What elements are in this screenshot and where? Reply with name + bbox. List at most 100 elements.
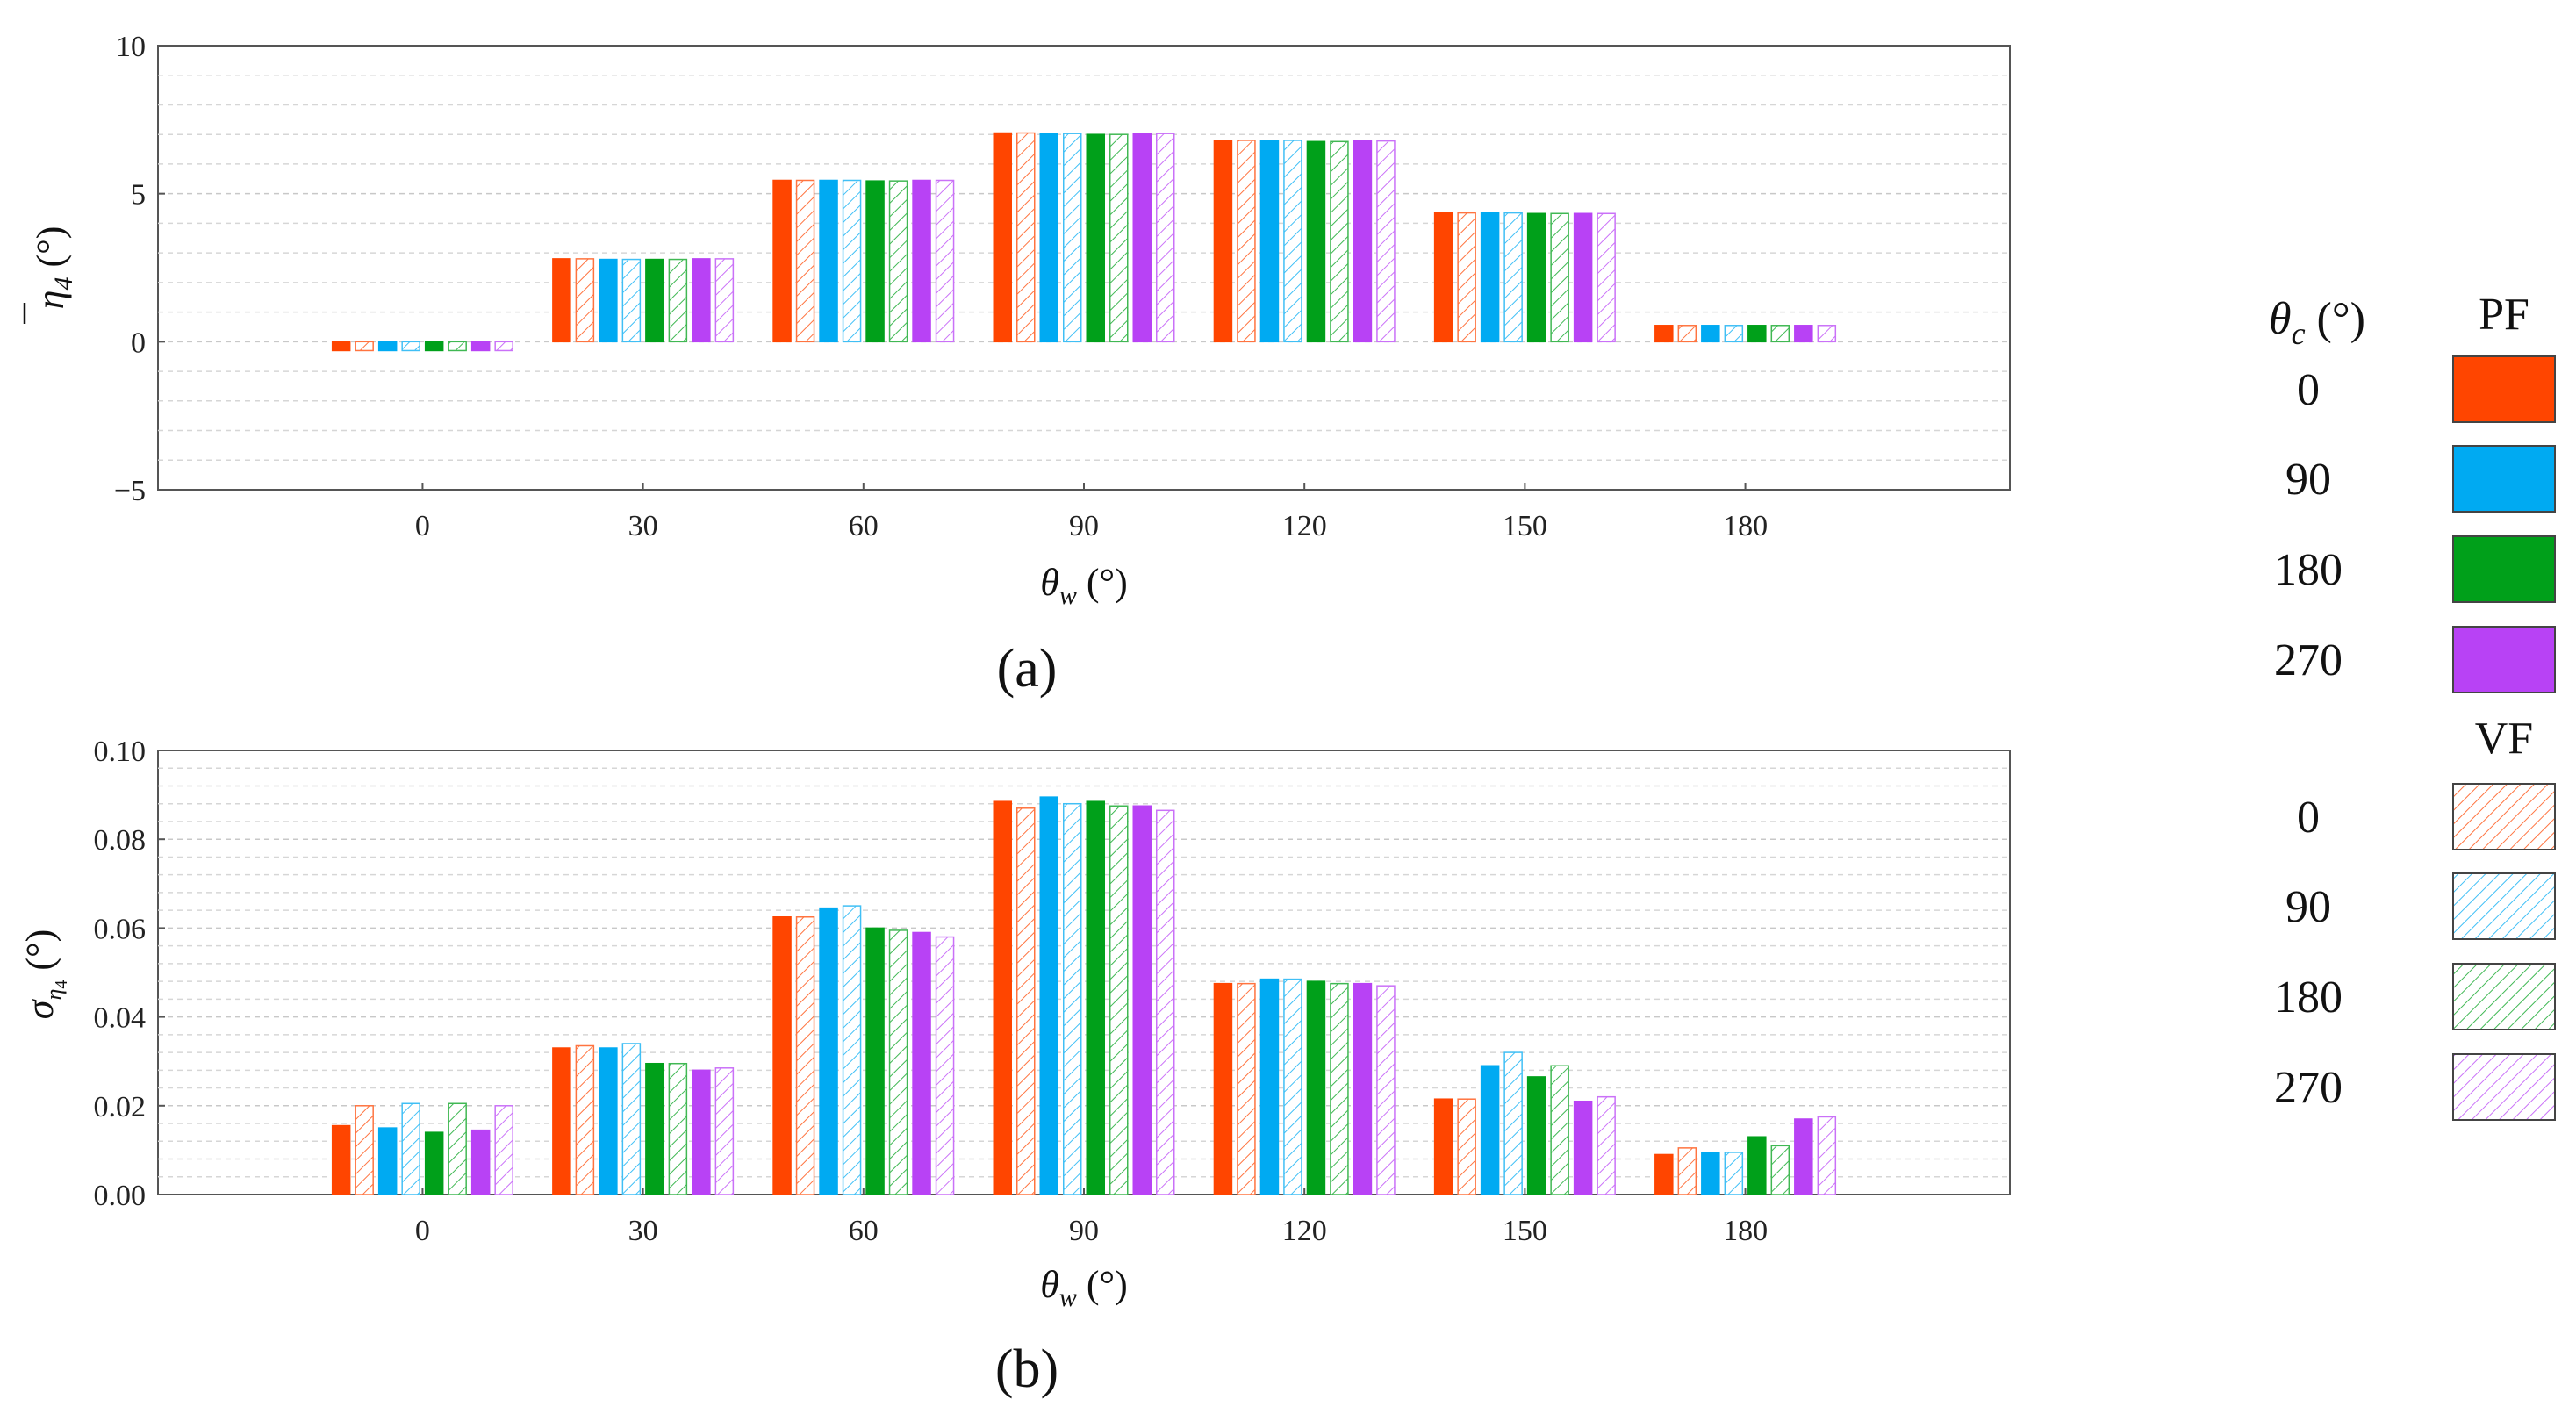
- bar-vf-270-90: [1156, 809, 1175, 1195]
- bar-pf-90-0: [377, 1127, 398, 1195]
- bar-pf-270-180: [1794, 1118, 1813, 1195]
- bar-pf-0-0: [331, 1124, 351, 1195]
- bar-vf-270-120: [1376, 985, 1396, 1195]
- y-tick-label: 0.04: [94, 1002, 147, 1035]
- bar-vf-90-60: [842, 905, 862, 1195]
- bar-vf-270-150: [1597, 212, 1616, 343]
- bar-pf-180-30: [645, 258, 664, 343]
- bar-vf-90-120: [1283, 140, 1302, 343]
- bar-vf-270-0: [494, 341, 513, 352]
- x-tick-label: 60: [849, 1215, 879, 1247]
- legend-pf-swatch-270: [2452, 626, 2556, 693]
- bar-vf-0-180: [1677, 325, 1697, 343]
- chart-a-y-ticks: −5 0 5 10: [114, 31, 165, 507]
- legend: θc (°) PF VF 0 90 180 270 0 90 180 270: [2269, 290, 2556, 1121]
- chart-a-x-ticks: 0 30 60 90 120 150 180: [415, 483, 1768, 542]
- y-tick-label: 0.02: [94, 1091, 147, 1123]
- x-tick-label: 150: [1503, 510, 1547, 542]
- bar-pf-90-30: [599, 1047, 618, 1195]
- bar-vf-270-150: [1597, 1095, 1616, 1195]
- legend-vf-header: VF: [2475, 714, 2533, 764]
- bar-vf-180-90: [1109, 805, 1129, 1195]
- bar-pf-270-180: [1794, 325, 1813, 343]
- bar-pf-180-0: [424, 1131, 444, 1195]
- chart-b: 0.00 0.02 0.04 0.06 0.08 0.10 0 30 60 90 120 150 18…: [18, 736, 2011, 1399]
- bar-pf-90-150: [1480, 1065, 1500, 1195]
- chart-a-plot-frame: [157, 45, 2011, 491]
- x-tick-label: 120: [1282, 1215, 1327, 1247]
- bar-vf-0-0: [355, 341, 374, 352]
- bar-vf-0-150: [1457, 212, 1476, 343]
- bar-pf-180-90: [1086, 800, 1105, 1195]
- bar-vf-90-150: [1503, 1051, 1523, 1195]
- x-tick-label: 180: [1723, 510, 1768, 542]
- chart-a-bars: [331, 132, 1837, 352]
- bar-pf-0-150: [1433, 1098, 1453, 1195]
- legend-vf-label-0: 0: [2297, 793, 2320, 843]
- chart-a-x-axis-label: θw (°): [1040, 561, 1128, 610]
- y-tick-label: 0.00: [94, 1180, 147, 1212]
- bar-vf-270-90: [1156, 133, 1175, 343]
- x-tick-label: 90: [1069, 1215, 1099, 1247]
- bar-pf-0-90: [993, 132, 1012, 343]
- bar-pf-270-120: [1353, 982, 1373, 1195]
- bar-pf-270-120: [1353, 140, 1373, 343]
- bar-pf-90-30: [599, 258, 618, 343]
- chart-b-bars: [331, 796, 1837, 1195]
- bar-vf-180-120: [1330, 982, 1349, 1195]
- bar-pf-0-0: [331, 341, 351, 352]
- chart-b-x-ticks: 0 30 60 90 120 150 180: [415, 1188, 1768, 1247]
- bar-pf-270-150: [1573, 212, 1593, 343]
- bar-pf-270-60: [912, 179, 931, 343]
- legend-pf-swatch-0: [2452, 355, 2556, 423]
- bar-vf-270-30: [714, 258, 735, 343]
- bar-vf-0-120: [1237, 140, 1256, 343]
- bar-pf-90-180: [1701, 1152, 1720, 1195]
- bar-pf-180-90: [1086, 133, 1105, 343]
- bar-pf-270-30: [692, 1069, 711, 1195]
- bar-pf-180-0: [424, 341, 444, 352]
- y-tick-label: 0.08: [94, 824, 147, 857]
- bar-vf-90-30: [621, 258, 642, 343]
- bar-vf-180-180: [1770, 1145, 1790, 1195]
- chart-b-panel-label: (b): [995, 1339, 1058, 1399]
- bar-pf-180-120: [1306, 980, 1326, 1195]
- bar-vf-90-30: [621, 1043, 642, 1195]
- legend-pf-header: PF: [2479, 290, 2529, 340]
- bar-pf-90-120: [1259, 978, 1280, 1195]
- bar-pf-0-180: [1654, 325, 1674, 343]
- y-tick-label: 0.06: [94, 913, 147, 945]
- bar-pf-270-0: [470, 1129, 491, 1195]
- chart-b-y-ticks: 0.00 0.02 0.04 0.06 0.08 0.10: [94, 736, 165, 1212]
- bar-vf-0-90: [1016, 807, 1036, 1195]
- bar-pf-90-90: [1039, 796, 1058, 1195]
- bar-pf-90-120: [1259, 140, 1280, 343]
- bar-vf-180-120: [1330, 140, 1349, 343]
- bar-pf-0-120: [1213, 982, 1233, 1195]
- bar-vf-180-150: [1550, 1065, 1569, 1195]
- legend-pf-swatch-90: [2452, 445, 2556, 513]
- bar-pf-180-180: [1747, 1136, 1767, 1195]
- chart-a-y-axis-label: η4 (°): [29, 226, 78, 310]
- bar-vf-0-30: [575, 258, 595, 343]
- bar-vf-180-0: [448, 341, 467, 352]
- bar-vf-180-150: [1550, 212, 1569, 343]
- bar-pf-0-30: [552, 258, 571, 343]
- bar-vf-0-60: [795, 179, 815, 343]
- bar-vf-180-90: [1109, 133, 1129, 343]
- bar-vf-270-30: [714, 1067, 735, 1195]
- bar-vf-90-180: [1724, 325, 1744, 343]
- legend-vf-swatch-90: [2452, 872, 2556, 940]
- legend-title: θc (°): [2269, 294, 2365, 351]
- bar-pf-90-90: [1039, 133, 1058, 343]
- y-tick-label: −5: [114, 475, 146, 507]
- bar-vf-0-90: [1016, 132, 1036, 343]
- bar-vf-90-90: [1063, 802, 1082, 1195]
- chart-b-y-axis-label: ση4 (°): [18, 929, 71, 1020]
- bar-pf-0-150: [1433, 212, 1453, 343]
- x-tick-label: 30: [628, 1215, 658, 1247]
- bar-vf-90-0: [401, 341, 420, 352]
- bar-vf-270-180: [1817, 1116, 1837, 1195]
- chart-a: −5 0 5 10 0 30 60 90 120 150 180 θw (°) η4 (°) (a…: [23, 31, 2011, 699]
- bar-vf-270-0: [494, 1105, 513, 1195]
